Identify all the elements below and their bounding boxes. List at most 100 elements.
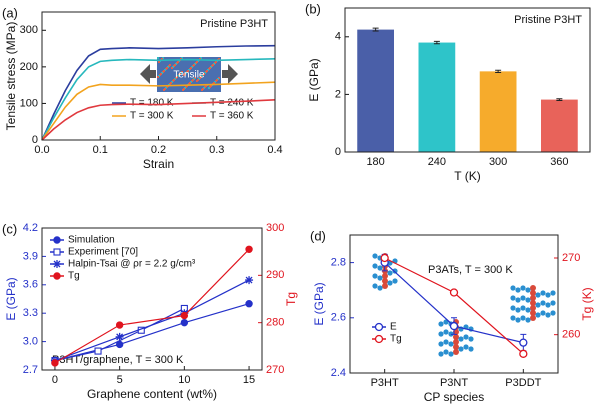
x-tick-label: 240: [428, 156, 446, 168]
panel-label: (d): [310, 228, 326, 243]
bar: [479, 71, 517, 152]
y-tick-label: 200: [20, 61, 38, 73]
x-tick-label: 180: [366, 156, 384, 168]
y-axis-label: E (GPa): [307, 58, 321, 101]
y-axis-label: E (GPa): [312, 282, 326, 325]
y2-tick-label: 280: [266, 317, 284, 329]
molecule-atom: [530, 295, 536, 301]
x-tick-label: 360: [550, 156, 568, 168]
y2-tick-label: 290: [266, 269, 284, 281]
molecule-atom: [540, 300, 546, 306]
marker: [53, 272, 61, 280]
molecule-atom: [515, 297, 521, 303]
arrow: [140, 64, 156, 84]
panel: (d) 2.4 2.6 2.8 260 270 P3HT P3NT P3DDT CP specie…: [310, 228, 594, 404]
molecule-atom: [438, 341, 444, 347]
marker: [245, 245, 253, 254]
series-line: [41, 58, 276, 141]
y-tick-label: 0: [32, 134, 38, 146]
molecule-atom: [448, 341, 454, 347]
y-tick-label: 4.2: [23, 222, 38, 234]
molecule-atom: [510, 285, 516, 291]
inset-texture: [163, 89, 165, 91]
molecule-atom: [453, 344, 459, 350]
marker: [94, 347, 102, 355]
molecule-atom: [382, 283, 388, 289]
molecule-atom: [530, 285, 536, 291]
molecule-atom: [530, 310, 536, 316]
marker: [115, 321, 124, 329]
molecule-atom: [535, 302, 541, 308]
inset-texture: [201, 89, 203, 91]
marker: [380, 253, 389, 263]
molecule-atom: [520, 315, 526, 321]
inset-texture: [196, 80, 198, 82]
molecule-atom: [377, 265, 383, 271]
x-tick-label: 0.3: [209, 144, 224, 156]
y2-axis-label: Tg (K): [580, 287, 594, 320]
x-tick-label: 10: [178, 374, 190, 386]
inset-texture: [183, 74, 185, 76]
inset-texture: [171, 67, 173, 69]
y-tick-label: 2.4: [331, 367, 346, 379]
molecule-atom: [382, 273, 388, 279]
legend-label: Halpin-Tsai @ ρr = 2.2 g/cm³: [68, 259, 196, 270]
molecule-atom: [550, 300, 556, 306]
plot-frame: [41, 11, 276, 141]
error-bar: [495, 69, 502, 74]
molecule-atom: [458, 336, 464, 342]
molecule-atom: [443, 329, 449, 335]
legend-label: Simulation: [68, 235, 115, 246]
legend-label: Tg: [390, 334, 402, 345]
molecule-atom: [535, 312, 541, 318]
molecule-atom: [468, 336, 474, 342]
marker: [245, 300, 253, 308]
y2-tick-label: 270: [562, 252, 580, 264]
panel-label: (c): [2, 221, 17, 236]
series-line: [54, 279, 250, 362]
annotation: P3HT/graphene, T = 300 K: [52, 354, 184, 366]
molecule-atom: [525, 307, 531, 313]
y-tick-label: 2.8: [331, 257, 346, 269]
x-tick-label: 0.0: [34, 144, 49, 156]
molecule-atom: [438, 351, 444, 357]
legend-label: T = 360 K: [210, 111, 254, 122]
annotation: Pristine P3HT: [514, 14, 582, 26]
molecule-atom: [443, 349, 449, 355]
molecule-atom: [545, 292, 551, 298]
y-tick-label: 0: [335, 146, 341, 158]
x-tick-label: P3HT: [371, 377, 399, 389]
molecule-atom: [515, 287, 521, 293]
panel: (c) 2.7 3.0 3.3 3.6 3.9 4.2 270 280 290 300 0 5 10 15 G…: [2, 221, 298, 401]
plot-frame: [344, 7, 591, 153]
x-tick-label: 0: [52, 374, 58, 386]
molecule-atom: [510, 305, 516, 311]
y-tick-label: 300: [20, 24, 38, 36]
molecule-atom: [540, 310, 546, 316]
y-tick-label: 2.6: [331, 312, 346, 324]
inset-texture: [157, 76, 159, 78]
molecule-atom: [510, 315, 516, 321]
marker: [53, 260, 61, 268]
x-tick-label: 300: [489, 156, 507, 168]
y-axis-label: E (GPa): [4, 277, 18, 320]
y-tick-label: 2.7: [23, 364, 38, 376]
y2-tick-label: 300: [266, 222, 284, 234]
y2-tick-label: 260: [562, 329, 580, 341]
y-axis-label: Tensile stress (MPa): [4, 22, 18, 131]
marker: [449, 321, 459, 331]
x-tick-label: 0.2: [151, 144, 166, 156]
molecule-atom: [530, 290, 536, 296]
molecule-atom: [453, 334, 459, 340]
y2-tick-label: 270: [266, 364, 284, 376]
y-tick-label: 2: [335, 88, 341, 100]
panel-label: (b): [305, 1, 321, 16]
series-line: [41, 81, 276, 141]
annotation: Pristine P3HT: [200, 18, 268, 30]
error-bar: [433, 40, 440, 45]
molecule-atom: [382, 278, 388, 284]
molecule-atom: [377, 275, 383, 281]
series-line: [54, 303, 250, 362]
x-tick-label: 0.4: [267, 144, 282, 156]
molecule-atom: [372, 253, 378, 259]
